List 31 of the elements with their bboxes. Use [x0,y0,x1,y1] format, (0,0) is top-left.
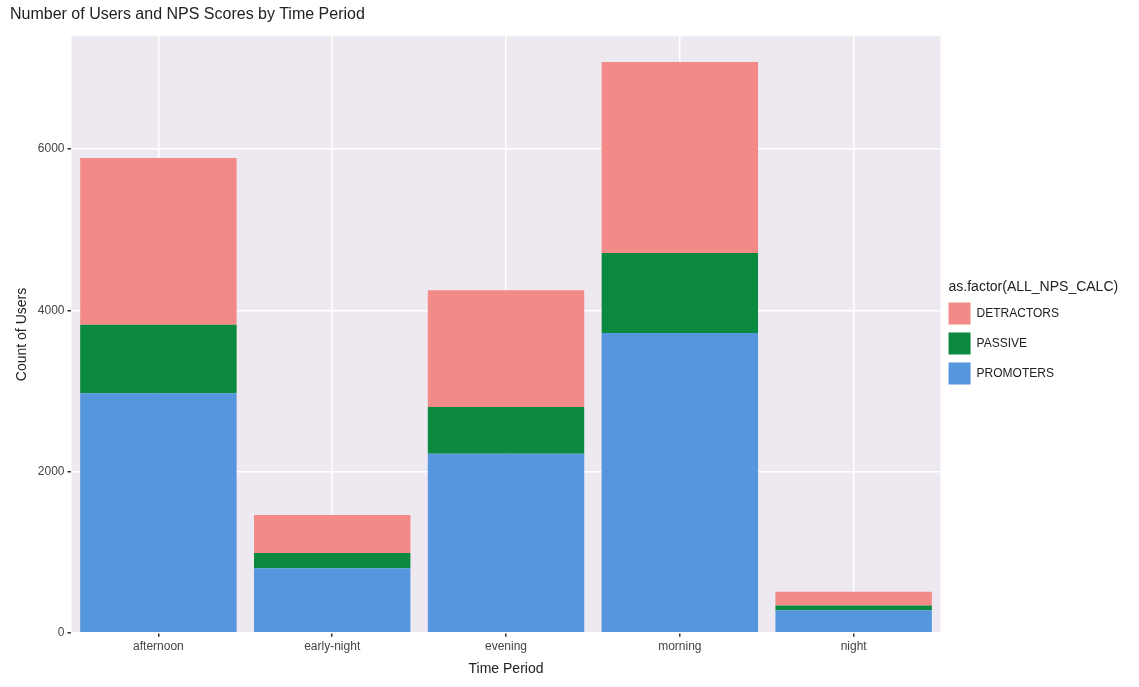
bar [775,610,932,633]
bar [601,253,759,333]
x-tick-label: night [840,639,868,654]
bar [254,552,411,569]
x-tick-label: morning [658,639,702,654]
legend-title: as.factor(ALL_NPS_CALC) [948,278,1119,295]
legend-label: PASSIVE [976,335,1028,350]
y-tick-label: 0 [57,625,65,640]
y-axis-title: Count of Users [13,287,30,382]
bar [601,332,759,633]
bar [427,453,585,633]
bar [80,157,237,325]
y-tick-label: 4000 [37,302,65,317]
bar [427,407,585,454]
chart-title: Number of Users and NPS Scores by Time Period [10,5,365,23]
bar [80,393,237,633]
bar [254,515,411,553]
legend-label: PROMOTERS [976,365,1054,380]
bar [775,605,932,611]
bar [254,568,411,633]
bar [775,591,932,606]
x-tick-label: afternoon [133,639,184,654]
y-tick-label: 2000 [37,463,65,478]
bar [80,324,237,394]
x-tick-label: early-night [304,639,361,654]
y-tick-label: 6000 [37,141,65,156]
legend-label: DETRACTORS [976,305,1059,320]
x-axis-title: Time Period [468,660,544,677]
bar [601,62,759,254]
x-tick-label: evening [485,639,528,654]
bar [427,290,585,408]
